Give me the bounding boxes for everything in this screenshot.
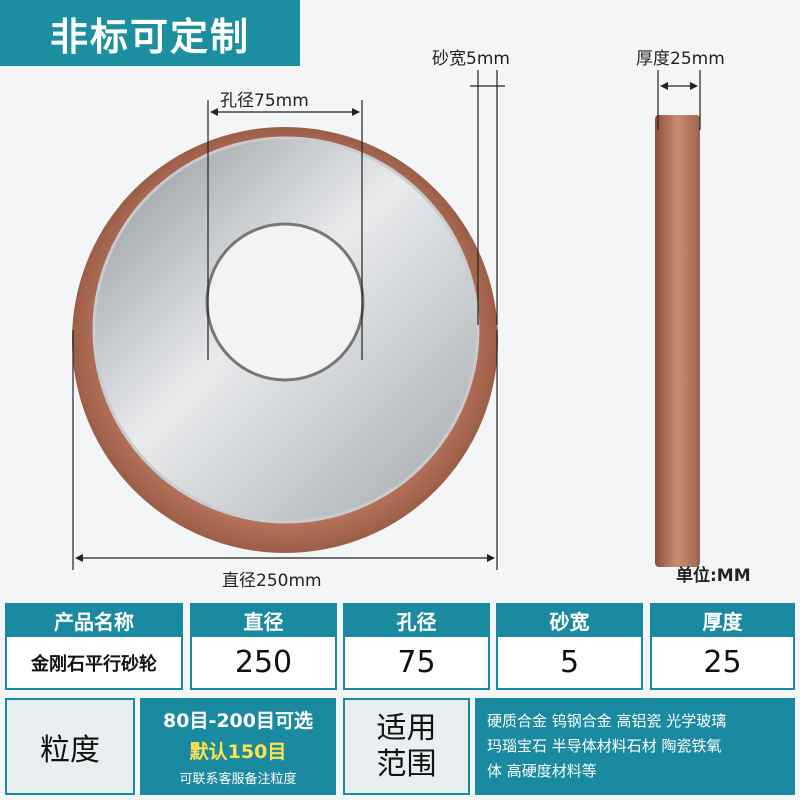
arrowheads bbox=[75, 82, 698, 562]
grit-range: 80目-200目可选 bbox=[163, 710, 313, 732]
grit-label: 粒度 bbox=[5, 698, 135, 795]
table-cell: 75 bbox=[343, 637, 490, 690]
thickness-label: 厚度25mm bbox=[636, 49, 725, 69]
table-cell: 250 bbox=[190, 637, 337, 690]
unit-label: 单位:MM bbox=[676, 566, 751, 586]
grit-default: 默认150目 bbox=[189, 741, 287, 763]
application-label: 适用 范围 bbox=[343, 698, 470, 795]
hole-label: 孔径75mm bbox=[220, 91, 309, 111]
table-header: 产品名称 bbox=[5, 603, 183, 637]
application-line: 玛瑙宝石 半导体材料石材 陶瓷铁氧 bbox=[487, 737, 722, 755]
wheel-side bbox=[655, 115, 700, 567]
application-label-line: 范围 bbox=[376, 746, 437, 782]
table-cell: 5 bbox=[496, 637, 643, 690]
table-header: 厚度 bbox=[650, 603, 795, 637]
wheel-hole bbox=[205, 222, 365, 382]
table-header: 直径 bbox=[190, 603, 337, 637]
application-line: 硬质合金 钨钢合金 高铝瓷 光学玻璃 bbox=[487, 712, 727, 730]
diameter-label: 直径250mm bbox=[222, 571, 322, 591]
application-label-line: 适用 bbox=[376, 710, 437, 746]
sand-width-label: 砂宽5mm bbox=[432, 49, 510, 69]
application-box: 硬质合金 钨钢合金 高铝瓷 光学玻璃 玛瑙宝石 半导体材料石材 陶瓷铁氧 体 高… bbox=[475, 698, 795, 795]
grit-box: 80目-200目可选 默认150目 可联系客服备注粒度 bbox=[140, 698, 336, 795]
wheel-drawing bbox=[72, 70, 701, 570]
table-header: 砂宽 bbox=[496, 603, 643, 637]
table-header: 孔径 bbox=[343, 603, 490, 637]
banner: 非标可定制 bbox=[0, 0, 300, 66]
grit-note: 可联系客服备注粒度 bbox=[179, 772, 297, 787]
application-line: 体 高硬度材料等 bbox=[487, 762, 597, 780]
dimension-lines bbox=[72, 70, 701, 570]
table-cell: 金刚石平行砂轮 bbox=[5, 637, 183, 690]
table-cell: 25 bbox=[650, 637, 795, 690]
